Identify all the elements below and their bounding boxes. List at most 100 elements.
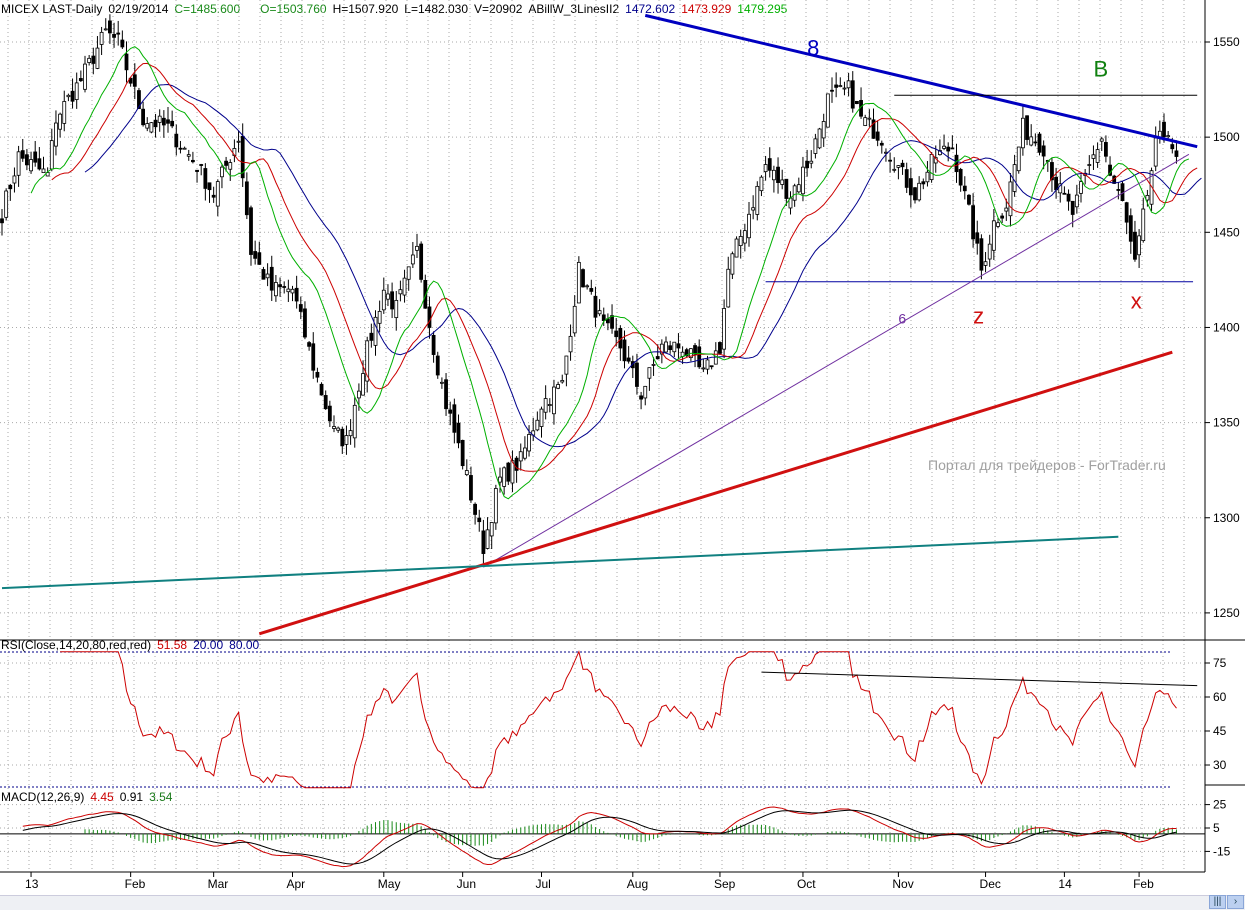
candle xyxy=(0,208,4,236)
candle xyxy=(942,134,946,151)
candle xyxy=(738,229,743,259)
candle-body xyxy=(576,261,581,304)
candle xyxy=(991,209,996,261)
candle-body xyxy=(485,529,490,549)
candle xyxy=(647,367,652,391)
candle-body xyxy=(502,467,507,487)
candle xyxy=(186,149,191,161)
candle xyxy=(439,377,444,389)
candle-body xyxy=(269,266,274,291)
candle xyxy=(62,90,67,132)
rsi-tick-label: 60 xyxy=(1213,690,1227,704)
candle xyxy=(1041,140,1046,170)
candle-body xyxy=(178,147,183,150)
candle xyxy=(834,72,839,98)
scrollbar-thumb-grip-icon[interactable]: ||| xyxy=(1209,895,1226,909)
candle xyxy=(58,112,62,138)
candle-body xyxy=(166,119,170,124)
candle-body xyxy=(37,158,42,170)
candle-body xyxy=(278,284,282,288)
candle-body xyxy=(448,409,453,414)
candle-body xyxy=(904,169,909,188)
candle-body xyxy=(236,140,241,143)
candle-body xyxy=(568,335,573,353)
candle xyxy=(958,167,963,192)
candle xyxy=(643,385,648,406)
candle xyxy=(33,140,38,167)
candle xyxy=(576,256,581,304)
candle xyxy=(1124,201,1129,235)
candle xyxy=(938,139,942,156)
rsi-low-level: 20.00 xyxy=(193,638,224,652)
candle-body xyxy=(1174,150,1179,157)
candle xyxy=(531,417,536,442)
candle-body xyxy=(668,345,673,351)
candle xyxy=(112,22,116,48)
candle-body xyxy=(838,85,843,87)
candle xyxy=(195,169,199,183)
candle xyxy=(759,175,764,197)
candle xyxy=(979,234,984,280)
candle-body xyxy=(1070,200,1075,215)
candle xyxy=(145,117,150,132)
candle xyxy=(74,72,79,109)
price-header: MICEX LAST-Daily 02/19/2014 C=1485.600 O=15… xyxy=(1,2,793,16)
candle xyxy=(772,165,776,193)
candle xyxy=(722,299,726,359)
price-tick-label: 1400 xyxy=(1213,320,1240,334)
price-tick-label: 1550 xyxy=(1213,35,1240,49)
candle-body xyxy=(170,120,175,127)
rsi-label: RSI(Close,14,20,80,red,red) xyxy=(1,638,152,652)
candle-body xyxy=(402,277,407,296)
candle xyxy=(332,415,336,433)
candle xyxy=(415,233,419,258)
candle-body xyxy=(1054,176,1058,191)
candle xyxy=(182,146,187,150)
candle xyxy=(767,147,772,178)
candle-body xyxy=(336,427,341,431)
candle-body xyxy=(473,503,478,515)
candle xyxy=(879,140,884,154)
candle xyxy=(215,179,220,217)
rsi-high-level: 80.00 xyxy=(229,638,260,652)
candle-body xyxy=(801,166,805,195)
candle-body xyxy=(684,349,689,357)
candle xyxy=(207,182,212,203)
candle-body xyxy=(1153,137,1158,167)
date-tick-label: Feb xyxy=(125,877,146,891)
candle xyxy=(1087,155,1092,175)
candle-body xyxy=(954,154,959,173)
candle xyxy=(1074,184,1079,214)
candle-body xyxy=(1058,183,1063,194)
candle xyxy=(552,379,556,425)
candle-body xyxy=(211,194,216,198)
candle xyxy=(278,277,282,297)
candle xyxy=(543,385,548,420)
candle xyxy=(190,151,195,164)
candle-body xyxy=(979,238,984,271)
date-tick-label: Feb xyxy=(1133,877,1154,891)
rsi-tick-label: 45 xyxy=(1213,724,1227,738)
candle xyxy=(788,191,793,215)
candle xyxy=(390,282,395,319)
candle xyxy=(825,93,830,128)
candle-body xyxy=(83,63,87,90)
candle-body xyxy=(718,342,722,354)
candle-body xyxy=(962,185,967,192)
candle-body xyxy=(1162,121,1166,138)
candle xyxy=(593,286,598,328)
horizontal-scrollbar[interactable] xyxy=(0,895,1245,910)
candle xyxy=(564,355,569,387)
candle xyxy=(1029,124,1034,147)
candle-body xyxy=(1079,181,1083,194)
candle xyxy=(1083,169,1088,185)
candle xyxy=(1157,120,1162,144)
date-tick-label: Jul xyxy=(536,877,551,891)
candle xyxy=(975,220,980,255)
candle-body xyxy=(913,187,917,201)
candle xyxy=(456,414,461,449)
red-uptrend-line xyxy=(258,350,1173,636)
scroll-right-arrow-icon[interactable]: › xyxy=(1227,895,1244,909)
candle-body xyxy=(1025,115,1029,140)
